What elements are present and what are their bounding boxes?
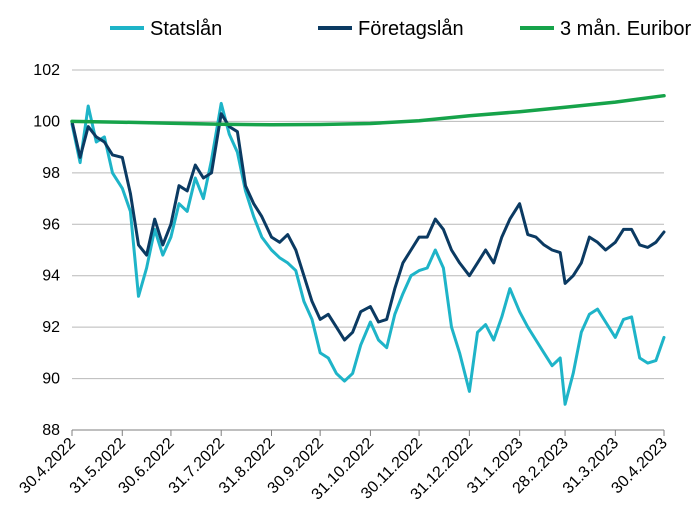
y-tick-label: 98 [42,165,60,182]
x-axis: 30.4.202231.5.202230.6.202231.7.202231.8… [16,429,671,503]
y-tick-label: 88 [42,422,60,439]
y-tick-label: 96 [42,216,60,233]
series-line-f-retagsl-n [70,112,666,342]
legend-label: 3 mån. Euribor [560,18,692,40]
y-tick-label: 100 [33,113,60,130]
y-axis-ticks: 88 90 92 94 96 98 100 102 [33,62,60,439]
legend-label: Statslån [150,18,222,40]
gridlines [72,69,664,380]
y-tick-label: 92 [42,319,60,336]
y-tick-label: 94 [42,268,60,285]
series-lines [70,93,666,406]
y-tick-label: 102 [33,62,60,79]
series-line-statsl-n [70,101,666,406]
series-line-3-m-n-euribor [70,93,666,127]
legend: Statslån Företagslån 3 mån. Euribor [110,18,692,40]
legend-label: Företagslån [358,18,464,40]
y-tick-label: 90 [42,371,60,388]
